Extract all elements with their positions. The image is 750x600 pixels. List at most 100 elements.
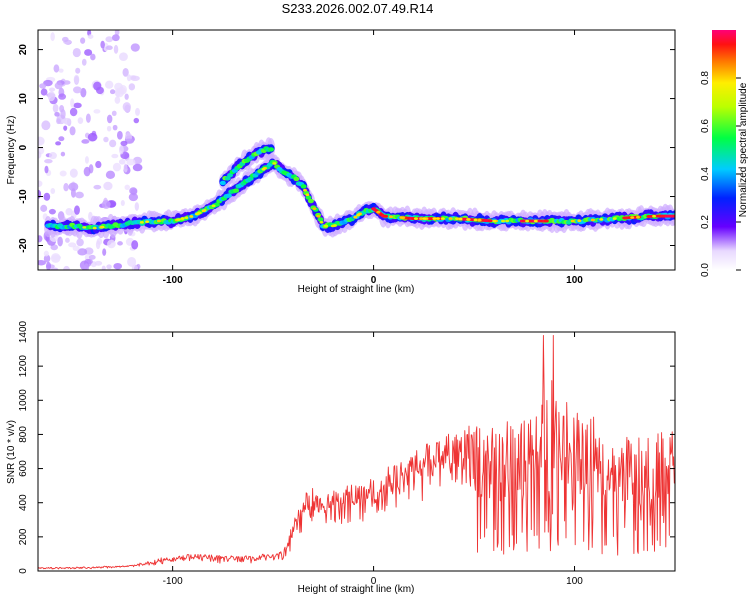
heatmap-cell [122, 68, 129, 77]
heatmap-cell [131, 240, 139, 250]
snr-ylabel: SNR (10 * v/v) [6, 420, 17, 484]
heatmap-cell [307, 198, 314, 204]
heatmap-cell [458, 217, 463, 221]
heatmap-cell [101, 200, 111, 209]
heatmap-cell [38, 151, 42, 159]
heatmap-cell [126, 74, 132, 82]
snr-ytick-label: 400 [18, 494, 29, 511]
heatmap-cell [112, 34, 120, 42]
heatmap-cell [65, 237, 70, 243]
heatmap-cell [80, 37, 86, 44]
heatmap-cell [652, 214, 657, 218]
spectrogram-ytick-label: -20 [18, 238, 29, 253]
colorbar: 0.0 0.2 0.4 0.6 0.8 Normalized spectral ampl… [700, 30, 749, 277]
heatmap-cell [50, 32, 55, 42]
spectrogram-ylabel: Frequency (Hz) [6, 116, 17, 185]
heatmap-cell [419, 217, 424, 220]
heatmap-cell [107, 239, 116, 249]
heatmap-cell [73, 74, 80, 85]
heatmap-cell [76, 238, 84, 247]
heatmap-cell [44, 158, 53, 164]
snr-panel: -100 0 100 0 200 400 600 800 1000 1200 1400 Heigh… [6, 320, 676, 595]
heatmap-cell [73, 102, 82, 109]
heatmap-cell [128, 83, 136, 91]
spectrogram-frame [37, 29, 676, 271]
heatmap-cell [332, 224, 337, 227]
heatmap-cell [114, 30, 120, 36]
heatmap-cell [38, 235, 43, 243]
heatmap-cell [111, 110, 117, 116]
heatmap-cell [68, 182, 79, 192]
heatmap-cell [487, 219, 493, 223]
heatmap-cell [590, 218, 595, 222]
heatmap-cell [211, 204, 216, 208]
heatmap-cell [58, 136, 65, 142]
heatmap-cell [261, 167, 266, 171]
heatmap-cell [82, 226, 87, 229]
heatmap-cell [69, 168, 78, 178]
heatmap-cell [102, 248, 107, 256]
heatmap-cell [47, 91, 56, 102]
heatmap-cell [672, 214, 675, 218]
snr-xlabel: Height of straight line (km) [298, 584, 415, 595]
heatmap-cell [317, 217, 324, 222]
heatmap-cell [599, 218, 604, 221]
snr-ytick-label: 200 [18, 528, 29, 545]
heatmap-cell [59, 170, 67, 177]
heatmap-cell [54, 111, 60, 117]
heatmap-cell [40, 204, 48, 212]
heatmap-cell [130, 43, 140, 52]
heatmap-cell [383, 214, 389, 218]
heatmap-cell [61, 36, 69, 42]
heatmap-cell [84, 156, 89, 164]
heatmap-cell [45, 261, 52, 270]
heatmap-cell [65, 208, 73, 216]
heatmap-cell [63, 182, 69, 192]
heatmap-cell [43, 192, 51, 201]
heatmap-cell [74, 191, 84, 199]
heatmap-cell [114, 96, 121, 104]
heatmap-cell [81, 139, 90, 144]
heatmap-cell [106, 114, 113, 124]
heatmap-cell [53, 64, 60, 73]
heatmap-cell [58, 93, 67, 100]
heatmap-cell [435, 217, 440, 220]
heatmap-cell [577, 219, 582, 223]
heatmap-cell [60, 151, 66, 157]
heatmap-cell [225, 193, 232, 198]
snr-xtick-label: 100 [566, 576, 583, 587]
heatmap-cell [43, 254, 51, 263]
snr-ytick-label: 1000 [18, 389, 29, 412]
heatmap-cell [39, 83, 47, 89]
heatmap-cell [116, 130, 123, 140]
heatmap-cell [473, 218, 478, 222]
heatmap-cell [69, 107, 78, 117]
heatmap-cell [156, 219, 161, 223]
heatmap-cell [113, 44, 119, 54]
heatmap-cell [93, 184, 102, 190]
heatmap-cell [106, 125, 112, 132]
colorbar-label: Normalized spectral amplitude [738, 82, 749, 217]
heatmap-cell [83, 166, 91, 177]
heatmap-cell [72, 47, 81, 58]
heatmap-cell [43, 250, 49, 257]
heatmap-cell [477, 218, 482, 222]
heatmap-cell [305, 195, 312, 200]
snr-frame [37, 331, 676, 572]
heatmap-cell [134, 202, 140, 211]
heatmap-cell [74, 205, 80, 215]
heatmap-cell [319, 221, 324, 224]
heatmap-cell [41, 120, 51, 131]
heatmap-cell [95, 240, 101, 250]
heatmap-cell [132, 163, 143, 172]
heatmap-cell [101, 265, 106, 270]
heatmap-cell [51, 255, 62, 260]
heatmap-cell [56, 118, 61, 125]
heatmap-cell [112, 124, 118, 131]
heatmap-cell [176, 218, 181, 221]
heatmap-cell [272, 162, 277, 165]
heatmap-cell [124, 93, 129, 100]
colorbar-tick-label: 0.8 [700, 71, 711, 85]
heatmap-cell [353, 215, 358, 219]
heatmap-cell [77, 117, 84, 124]
